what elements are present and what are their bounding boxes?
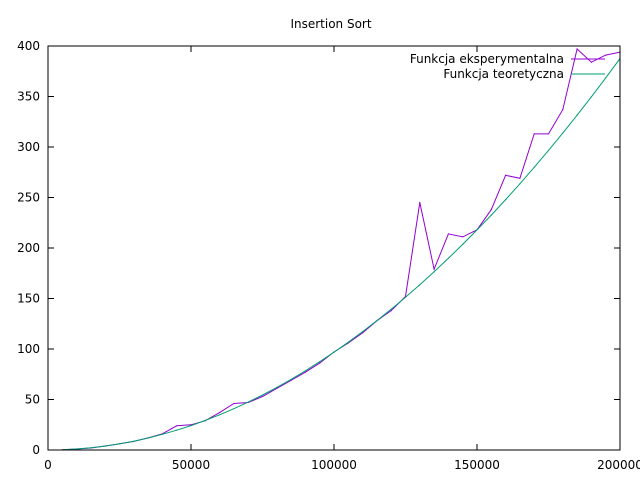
data-point-series-2 — [247, 401, 249, 403]
data-point-series-2 — [333, 351, 335, 353]
data-point-series-2 — [133, 440, 135, 442]
data-point-series-2 — [447, 257, 449, 259]
data-point-series-1 — [519, 177, 521, 179]
data-point-series-2 — [219, 414, 221, 416]
data-point-series-2 — [176, 429, 178, 431]
data-point-series-2 — [319, 361, 321, 363]
data-point-series-1 — [462, 236, 464, 238]
data-point-series-2 — [233, 408, 235, 410]
data-point-series-2 — [533, 166, 535, 168]
y-tick-label: 0 — [32, 443, 40, 457]
data-point-series-2 — [190, 425, 192, 427]
data-point-series-2 — [390, 308, 392, 310]
data-point-series-2 — [161, 433, 163, 435]
data-point-series-2 — [76, 448, 78, 450]
legend-label: Funkcja teoretyczna — [443, 67, 564, 81]
data-point-series-1 — [176, 425, 178, 427]
chart-title: Insertion Sort — [290, 17, 371, 31]
data-point-series-2 — [505, 199, 507, 201]
data-point-series-2 — [404, 296, 407, 298]
data-point-series-2 — [347, 341, 349, 343]
series-lines — [61, 48, 621, 451]
data-point-series-2 — [204, 419, 206, 421]
axes: 0 50000 100000 150000 200000 0 50 100 150 200 250 3… — [17, 39, 640, 472]
y-tick-label: 50 — [25, 393, 40, 407]
data-point-series-2 — [519, 183, 521, 185]
data-point-series-1 — [419, 201, 421, 204]
y-tick-label: 100 — [17, 342, 40, 356]
data-point-series-2 — [605, 77, 607, 79]
y-tick-label: 150 — [17, 292, 40, 306]
data-point-series-2 — [590, 96, 593, 98]
data-point-series-1 — [533, 133, 535, 135]
data-point-series-1 — [547, 133, 550, 135]
data-point-series-2 — [362, 331, 364, 333]
data-point-series-2 — [304, 370, 306, 372]
data-point-series-1 — [261, 395, 264, 398]
data-point-series-2 — [261, 394, 264, 396]
data-point-series-1 — [505, 174, 507, 176]
data-point-series-2 — [490, 214, 492, 216]
data-point-series-1 — [590, 61, 593, 63]
data-point-series-2 — [276, 386, 278, 388]
x-tick-label: 200000 — [597, 458, 640, 472]
y-tick-label: 400 — [17, 39, 40, 53]
data-point-series-1 — [490, 209, 492, 211]
x-tick-label: 0 — [44, 458, 52, 472]
data-point-series-2 — [562, 132, 564, 134]
data-point-series-1 — [304, 371, 306, 373]
plot-frame — [47, 45, 621, 451]
data-point-series-2 — [147, 437, 149, 439]
series-line-2 — [62, 58, 621, 451]
data-point-series-2 — [476, 229, 478, 231]
x-tick-label: 50000 — [172, 458, 210, 472]
data-point-series-2 — [118, 443, 121, 445]
data-point-series-1 — [233, 402, 235, 405]
data-point-series-1 — [390, 310, 392, 312]
data-point-series-1 — [433, 268, 435, 270]
data-point-series-2 — [419, 284, 421, 286]
data-point-series-2 — [376, 320, 378, 322]
y-tick-label: 350 — [17, 90, 40, 104]
data-point-series-1 — [605, 54, 607, 56]
x-tick-label: 150000 — [454, 458, 500, 472]
data-point-series-2 — [547, 149, 550, 151]
data-point-series-1 — [576, 48, 578, 50]
data-point-series-1 — [219, 412, 221, 414]
y-tick-label: 300 — [17, 140, 40, 154]
x-tick-label: 100000 — [311, 458, 357, 472]
data-point-series-2 — [462, 243, 464, 245]
data-point-series-2 — [104, 445, 106, 447]
legend-label: Funkcja eksperymentalna — [410, 52, 564, 66]
data-point-series-2 — [290, 378, 292, 380]
data-point-series-2 — [90, 447, 92, 449]
data-point-series-1 — [562, 109, 564, 111]
y-tick-label: 250 — [17, 191, 40, 205]
data-point-series-2 — [433, 271, 435, 273]
data-point-series-2 — [576, 114, 578, 116]
data-point-series-1 — [319, 362, 321, 364]
data-point-series-1 — [362, 332, 364, 334]
y-tick-label: 200 — [17, 241, 40, 255]
data-point-series-1 — [447, 233, 449, 235]
